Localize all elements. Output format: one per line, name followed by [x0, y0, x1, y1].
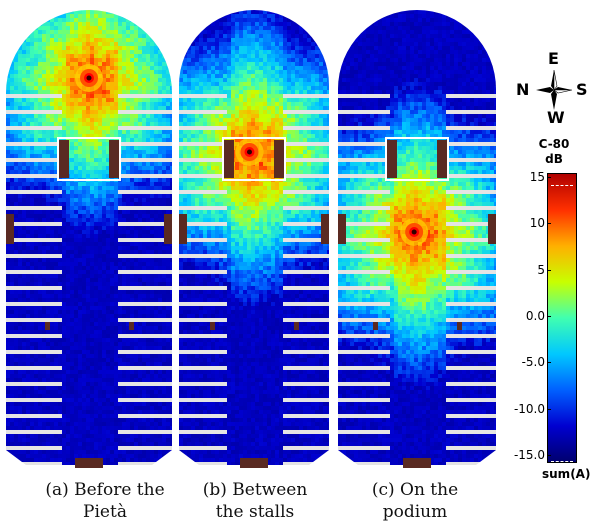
stall-block — [488, 214, 496, 244]
colorbar-gradient — [547, 173, 577, 463]
colorbar-tick-mark — [547, 269, 551, 271]
stall-block — [403, 458, 431, 468]
compass-north-label: N — [516, 80, 530, 99]
colorbar-tick-mark — [547, 177, 551, 178]
stall-block — [274, 140, 284, 178]
stall-block — [457, 322, 462, 330]
colorbar-min-marker — [551, 461, 573, 462]
compass-south-label: S — [576, 80, 588, 99]
caption-c-line1: (c) On the — [371, 480, 459, 500]
stall-block — [437, 140, 447, 178]
colorbar-max-marker — [551, 185, 573, 186]
colorbar-tick-label: 0.0 — [525, 309, 545, 323]
colorbar-tick-mark — [547, 408, 551, 410]
heatmap-cells — [338, 10, 496, 465]
caption-c-line2: podium — [382, 502, 448, 522]
stall-block — [224, 140, 234, 178]
stall-block — [387, 140, 397, 178]
heatmap-cells — [179, 10, 329, 465]
heatmap-svg — [6, 10, 172, 468]
colorbar-tick-label: -10.0 — [513, 401, 545, 416]
colorbar-tick-mark — [547, 316, 551, 317]
caption-b: (b) Between the stalls — [195, 479, 315, 523]
stall-block — [59, 140, 69, 178]
caption-b-line2: the stalls — [215, 502, 295, 522]
stall-block — [164, 214, 172, 244]
map-panel-a — [6, 10, 172, 470]
stall-block — [338, 214, 346, 244]
colorbar-footer: sum(A) — [542, 467, 591, 481]
colorbar-title: C-80 — [538, 137, 570, 151]
colorbar-tick-label: 5 — [537, 262, 545, 277]
colorbar-tick-label: 15 — [529, 170, 545, 184]
stall-block — [240, 458, 268, 468]
heatmap-cells — [6, 10, 172, 465]
caption-a-line2: Pietà — [83, 502, 127, 522]
stall-block — [6, 214, 14, 244]
caption-a: (a) Before the Pietà — [40, 479, 170, 523]
compass-rose: E N S W — [514, 49, 594, 128]
heatmap-svg — [179, 10, 329, 468]
stall-block — [294, 322, 299, 330]
stall-block — [373, 322, 378, 330]
stall-block — [109, 140, 119, 178]
colorbar-tick-mark — [547, 223, 551, 225]
colorbar-tick-mark — [547, 455, 551, 456]
colorbar-tick-label: -15.0 — [513, 448, 545, 462]
stall-block — [179, 214, 187, 244]
colorbar-tick-label: -5.0 — [521, 355, 545, 370]
stall-block — [45, 322, 50, 330]
compass-west-label: W — [547, 108, 565, 127]
caption-c: (c) On the podium — [355, 479, 475, 523]
colorbar-tick-mark — [547, 362, 551, 364]
colorbar-unit: dB — [545, 152, 563, 166]
compass-east-label: E — [548, 49, 559, 68]
caption-b-line1: (b) Between — [202, 480, 308, 500]
stall-outline — [385, 137, 449, 181]
stall-block — [321, 214, 329, 244]
map-panel-b — [179, 10, 329, 470]
caption-a-line1: (a) Before the — [45, 480, 165, 500]
stall-outline — [57, 137, 121, 181]
map-panel-c — [338, 10, 496, 470]
stall-block — [129, 322, 134, 330]
stall-outline — [222, 137, 286, 181]
compass-star-icon — [536, 69, 573, 110]
colorbar: C-80 dB 15 10 5 0.0 -5.0 -10.0 -15.0 sum(A) — [514, 133, 591, 483]
stall-block — [75, 458, 103, 468]
heatmap-svg — [338, 10, 496, 468]
stall-block — [210, 322, 215, 330]
colorbar-tick-label: 10 — [529, 216, 545, 231]
